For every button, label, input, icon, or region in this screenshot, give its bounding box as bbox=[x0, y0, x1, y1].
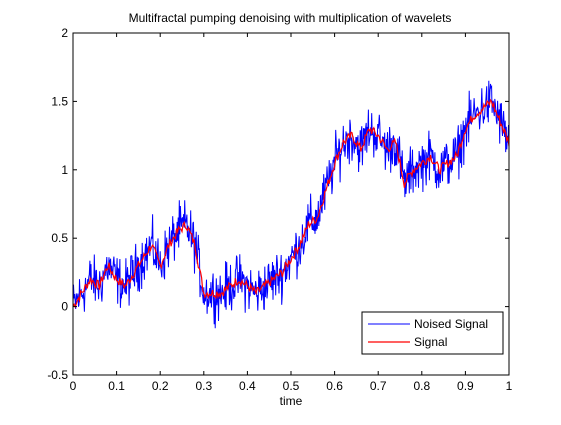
legend-label-noised-signal: Noised Signal bbox=[414, 317, 488, 331]
y-tick-label: 1.5 bbox=[51, 94, 68, 108]
chart-title: Multifractal pumping denoising with mult… bbox=[129, 11, 452, 25]
x-tick-label: 0.8 bbox=[413, 379, 430, 393]
y-tick-label: 0.5 bbox=[51, 231, 68, 245]
x-axis-label: time bbox=[280, 394, 303, 408]
series-line-noised-signal bbox=[72, 80, 510, 329]
x-tick-label: 0.3 bbox=[195, 379, 212, 393]
x-tick-label: 0.1 bbox=[108, 379, 125, 393]
legend-box bbox=[361, 311, 504, 355]
x-tick-label: 0 bbox=[70, 379, 77, 393]
x-tick-label: 0.5 bbox=[283, 379, 300, 393]
x-tick-label: 1 bbox=[506, 379, 513, 393]
legend: Noised Signal Signal bbox=[361, 311, 504, 355]
x-tick-label: 0.4 bbox=[239, 379, 256, 393]
y-tick-label: 2 bbox=[61, 26, 68, 40]
y-tick-label: 1 bbox=[61, 163, 68, 177]
x-tick-label: 0.7 bbox=[370, 379, 387, 393]
x-tick-label: 0.6 bbox=[326, 379, 343, 393]
x-tick-label: 0.2 bbox=[152, 379, 169, 393]
x-axis: 0 0.1 0.2 0.3 0.4 0.5 0.6 0.7 0.8 0.9 1 bbox=[70, 33, 513, 393]
series-line-signal bbox=[72, 98, 510, 309]
y-axis: -0.5 0 0.5 1 1.5 2 bbox=[47, 26, 509, 382]
x-tick-label: 0.9 bbox=[457, 379, 474, 393]
legend-label-signal: Signal bbox=[414, 335, 447, 349]
y-tick-label: 0 bbox=[61, 300, 68, 314]
y-tick-label: -0.5 bbox=[47, 368, 68, 382]
